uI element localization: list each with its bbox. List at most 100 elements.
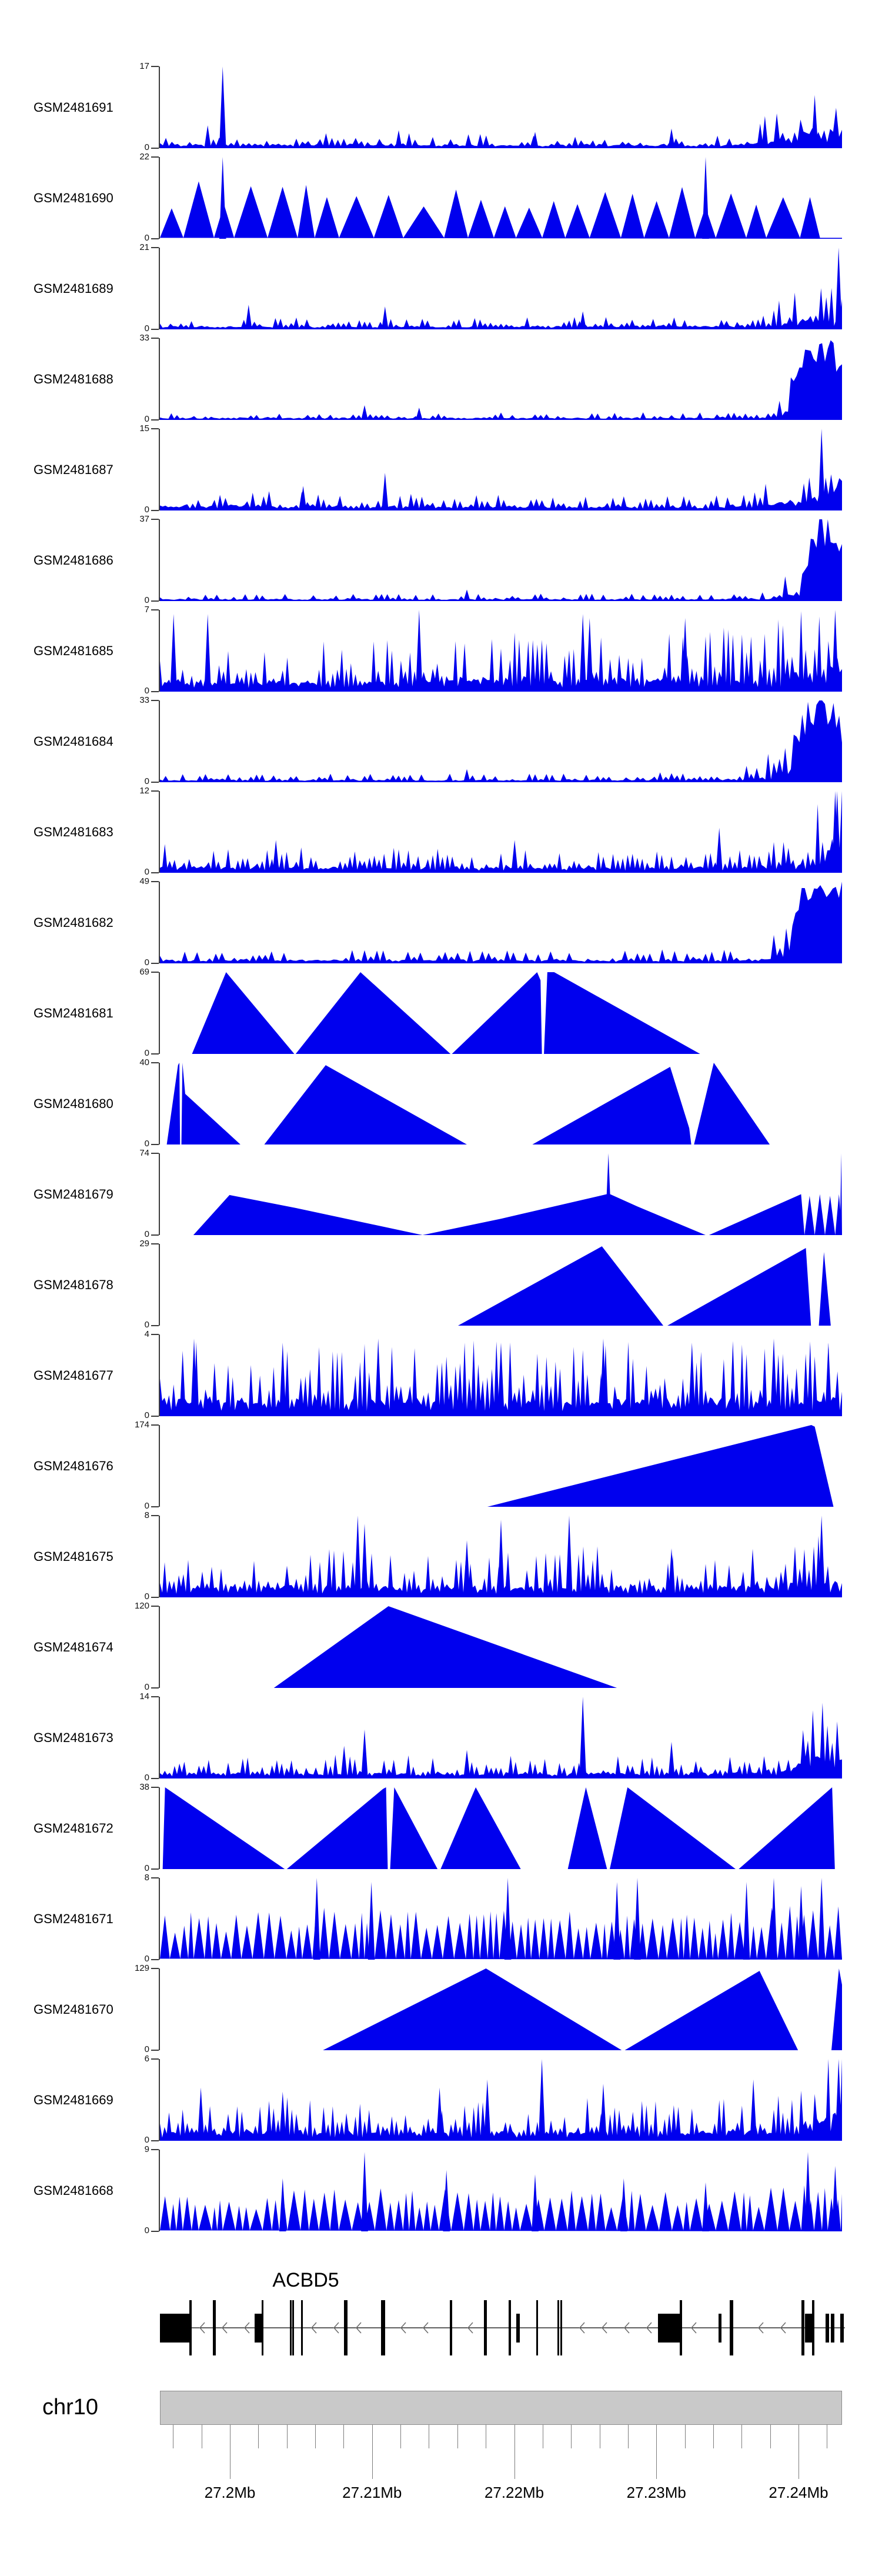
coverage-polygon [668,1548,675,1597]
strand-arrow-left-icon [310,2322,317,2334]
track-label: GSM2481678 [34,1277,113,1292]
axis-tick [151,1515,159,1516]
coverage-polygon [160,1703,842,1778]
track-ymin-label: 0 [144,414,149,424]
track-label: GSM2481681 [34,1005,113,1020]
coverage-polygon [192,972,700,1054]
track-ymax-label: 15 [139,423,149,433]
strand-arrow-left-icon [579,2322,585,2334]
axis-tick [151,790,159,792]
track-ymin-label: 0 [144,957,149,967]
gene-exon [301,2300,303,2355]
gene-exon [831,2314,834,2343]
track-ymin-label: 0 [144,2225,149,2235]
track-ymin-label: 0 [144,776,149,786]
strand-arrow-left-icon [757,2322,764,2334]
gene-exon [516,2314,520,2343]
coverage-polygon [511,840,518,873]
track-label: GSM2481688 [34,371,113,386]
coverage-polygon [579,311,586,329]
track-label: GSM2481668 [34,2183,113,2198]
track-ymax-label: 8 [144,1510,149,1520]
axis-tick [151,1334,159,1335]
axis-coordinate-label: 27.21Mb [342,2484,402,2501]
coverage-polygon [579,613,586,692]
gene-exon [680,2300,682,2355]
gene-exon [509,2300,511,2355]
coverage-polygon [497,1519,505,1597]
track-ymin-label: 0 [144,1682,149,1692]
track-label: GSM2481687 [34,462,113,477]
coverage-polygon [600,1338,607,1416]
track-ymax-label: 38 [139,1782,149,1792]
coverage-polygon [504,1878,512,1960]
coverage-signal [160,340,842,420]
axis-tick [151,1606,159,1607]
axis-tick [151,238,159,239]
track-label: GSM2481689 [34,281,113,296]
axis-tick [151,247,159,248]
gene-exon [450,2300,452,2355]
coverage-polygon [831,610,839,692]
track-label: GSM2481677 [34,1367,113,1383]
coverage-polygon [160,2185,842,2231]
coverage-polygon [382,473,389,510]
coverage-polygon [204,613,211,692]
track-ymin-label: 0 [144,867,149,877]
track-ymin-label: 0 [144,1591,149,1601]
axis-tick [151,1234,159,1236]
gene-exon [381,2300,385,2355]
strand-arrow-left-icon [199,2322,205,2334]
axis-major-tick [514,2425,515,2479]
coverage-polygon [395,130,402,148]
axis-tick [151,691,159,692]
coverage-polygon [702,2182,709,2231]
axis-tick [151,963,159,964]
axis-tick [151,1868,159,1870]
coverage-polygon [273,1606,617,1688]
coverage-polygon [160,791,842,873]
coverage-polygon [160,474,842,510]
axis-minor-tick [713,2425,714,2448]
coverage-polygon [443,2170,450,2231]
track-ymax-label: 40 [139,1057,149,1067]
coverage-polygon [368,1881,375,1960]
axis-tick [151,519,159,520]
axis-tick [151,1506,159,1507]
coverage-polygon [463,1750,470,1778]
gene-exon [290,2300,292,2355]
axis-tick [151,1787,159,1788]
track-label: GSM2481674 [34,1639,113,1654]
axis-tick [151,510,159,511]
strand-arrow-left-icon [333,2322,339,2334]
axis-tick [151,782,159,783]
coverage-polygon [804,2152,811,2231]
gene-exon [213,2300,216,2355]
track-y-axis [159,972,160,1054]
coverage-polygon [340,1746,348,1778]
track-ymax-label: 49 [139,876,149,886]
axis-coordinate-label: 27.22Mb [484,2484,544,2501]
track-ymax-label: 37 [139,514,149,524]
track-label: GSM2481673 [34,1730,113,1745]
coverage-polygon [279,2178,286,2231]
coverage-polygon [160,519,842,601]
track-y-axis [159,1334,160,1416]
axis-tick [151,329,159,330]
coverage-polygon [160,181,842,239]
axis-tick [151,2231,159,2232]
track-label: GSM2481683 [34,824,113,839]
coverage-signal [160,791,842,873]
track-y-axis [159,1787,160,1869]
track-label: GSM2481682 [34,915,113,930]
axis-tick [151,1877,159,1878]
strand-arrow-left-icon [355,2322,362,2334]
gene-exon [292,2300,294,2355]
coverage-polygon [219,157,226,239]
gene-exon [719,2314,721,2343]
track-label: GSM2481669 [34,2092,113,2107]
coverage-polygon [538,2059,546,2141]
track-y-axis [159,66,160,148]
axis-tick [151,2050,159,2051]
axis-tick [151,2140,159,2141]
